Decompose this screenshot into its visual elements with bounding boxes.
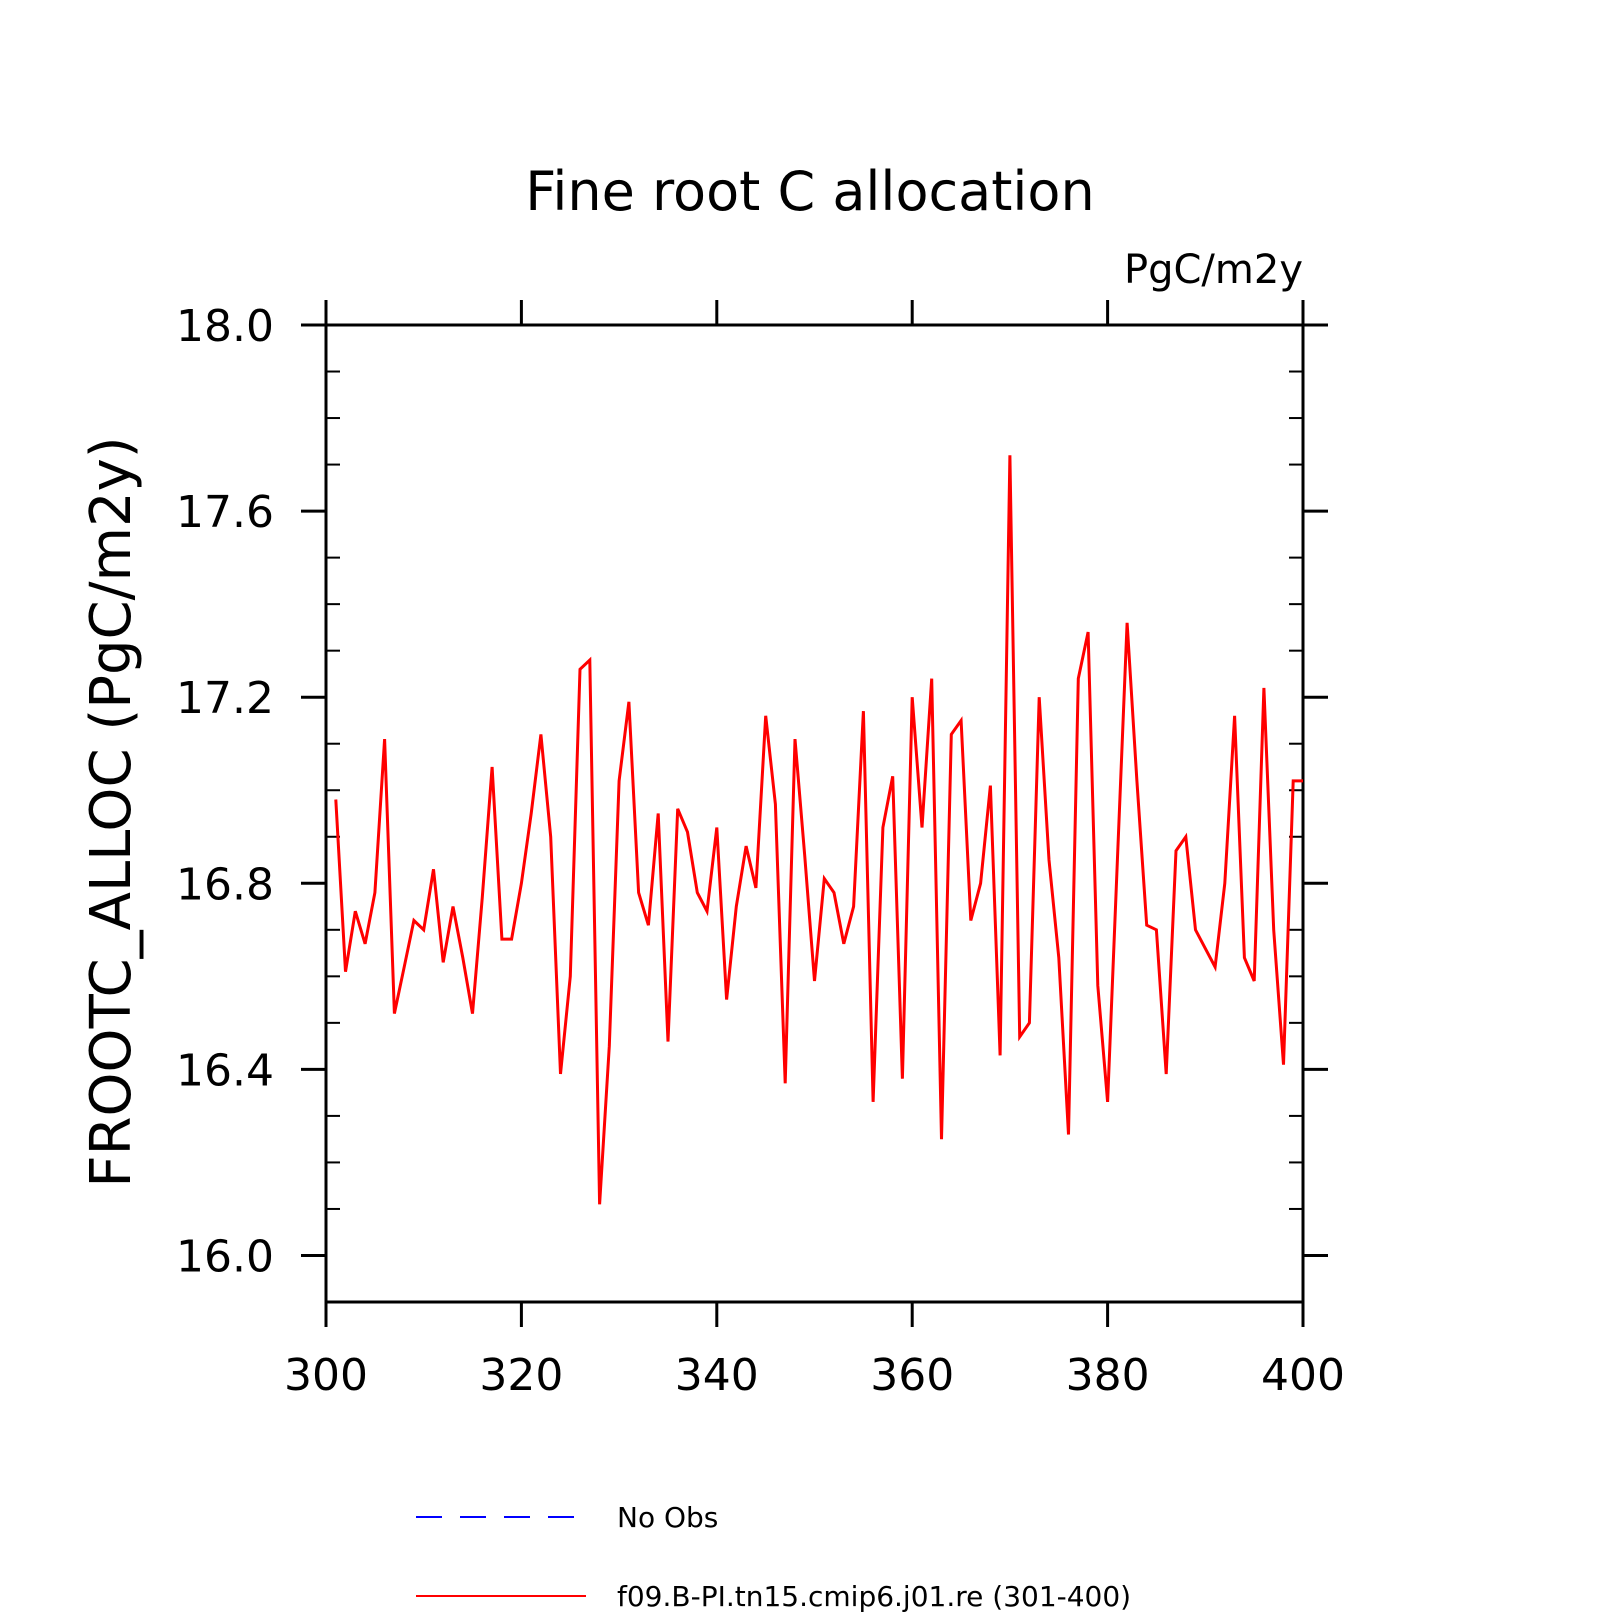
units-label: PgC/m2y	[1124, 247, 1303, 293]
chart-title: Fine root C allocation	[525, 160, 1094, 223]
y-tick-label: 18.0	[176, 301, 274, 352]
x-tick-label: 300	[284, 1350, 368, 1401]
axis-tick-labels: 300 320 340 360 380 400 16.0 16.4 16.8 17.2 17.6 18…	[176, 301, 1345, 1401]
x-tick-label: 400	[1261, 1350, 1345, 1401]
y-tick-label: 17.2	[176, 673, 274, 724]
legend-label-model-run: f09.B-PI.tn15.cmip6.j01.re (301-400)	[617, 1580, 1131, 1613]
series-line-0	[334, 455, 1303, 1205]
plot-frame	[324, 323, 1305, 1304]
x-tick-label: 360	[870, 1350, 954, 1401]
x-tick-label: 380	[1066, 1350, 1150, 1401]
axis-ticks	[301, 300, 1328, 1327]
legend: No Obs f09.B-PI.tn15.cmip6.j01.re (301-4…	[416, 1501, 1131, 1613]
legend-label-no-obs: No Obs	[617, 1501, 718, 1534]
y-tick-label: 17.6	[176, 487, 274, 538]
x-tick-label: 320	[479, 1350, 563, 1401]
x-tick-label: 340	[675, 1350, 759, 1401]
y-tick-label: 16.0	[176, 1231, 274, 1282]
y-tick-label: 16.4	[176, 1045, 274, 1096]
series-layer	[334, 455, 1303, 1205]
y-tick-label: 16.8	[176, 859, 274, 910]
y-axis-label: FROOTC_ALLOC (PgC/m2y)	[79, 436, 144, 1187]
